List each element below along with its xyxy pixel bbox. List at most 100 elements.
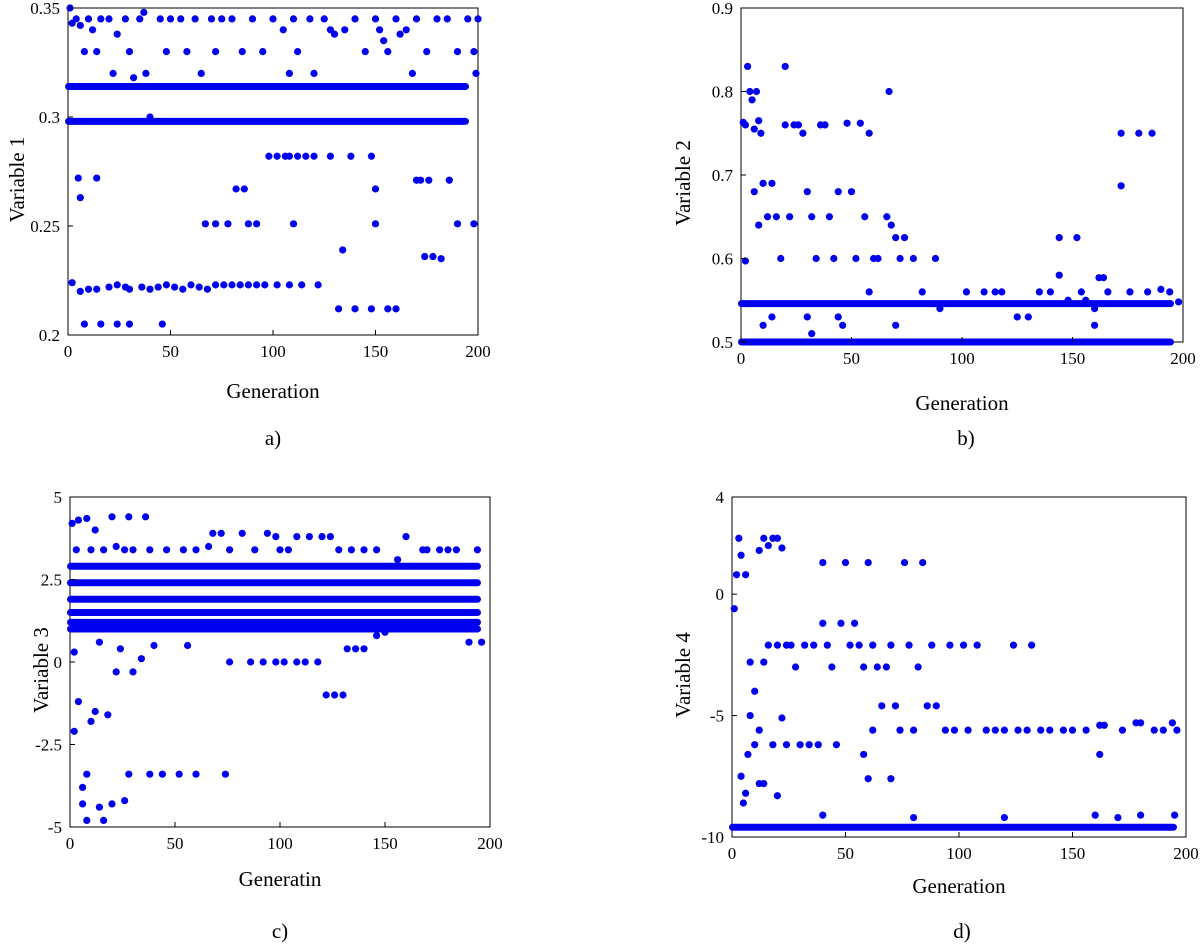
data-point-3-78: [95, 638, 103, 646]
data-point-2-32: [843, 119, 851, 127]
x-tick-label-2-1: 0: [737, 349, 746, 368]
data-point-1-49: [380, 37, 388, 45]
data-point-2-37: [865, 129, 873, 137]
data-point-4-49: [869, 641, 877, 649]
data-point-3-24: [158, 770, 166, 778]
data-point-1-45: [351, 15, 359, 23]
data-point-3-9: [74, 698, 82, 706]
data-point-2-53: [834, 313, 842, 321]
data-point-2-68: [1064, 296, 1072, 304]
data-point-4-29: [782, 741, 791, 749]
data-point-4-61: [923, 702, 931, 710]
data-point-1-59: [453, 48, 462, 56]
data-point-3-79: [116, 645, 124, 653]
data-point-1-128: [425, 176, 433, 184]
data-point-1-115: [335, 305, 343, 313]
data-point-2-28: [821, 121, 829, 129]
data-point-4-6: [746, 658, 754, 666]
data-point-2-71: [1082, 296, 1090, 304]
data-point-1-32: [248, 15, 257, 23]
data-point-3-45: [72, 546, 80, 554]
data-point-3-46: [87, 546, 95, 554]
data-point-4-59: [914, 663, 922, 671]
data-point-1-78: [162, 281, 170, 289]
data-point-3-58: [238, 529, 246, 537]
data-point-3-6: [125, 513, 133, 521]
data-point-1-18: [142, 69, 150, 77]
data-point-1-67: [68, 279, 76, 287]
point-band-2-2: [738, 300, 1174, 308]
data-point-4-44: [846, 641, 854, 649]
data-point-2-58: [962, 288, 971, 296]
data-point-2-66: [1055, 234, 1063, 242]
x-tick-label-3-3: 100: [267, 834, 293, 853]
data-point-4-89: [1168, 719, 1176, 727]
data-point-3-8: [70, 727, 78, 735]
data-point-4-15: [742, 789, 750, 797]
y-tick-label-1-3: 0.3: [39, 108, 60, 127]
data-point-3-10: [79, 783, 87, 792]
data-point-2-54: [839, 321, 847, 329]
data-point-2-22: [794, 121, 803, 129]
data-point-3-2: [74, 516, 82, 524]
data-point-3-1: [68, 519, 76, 528]
data-point-1-24: [183, 48, 191, 56]
data-point-1-6: [84, 15, 93, 23]
data-point-2-67: [1055, 271, 1063, 279]
data-point-1-20: [156, 15, 164, 23]
data-point-1-53: [402, 26, 410, 34]
data-point-4-47: [860, 663, 868, 671]
x-tick-label-4-1: 0: [728, 844, 737, 863]
y-tick-label-1-1: 0.2: [39, 326, 60, 345]
data-point-2-24: [803, 188, 811, 196]
data-point-4-76: [1028, 641, 1036, 649]
data-point-1-108: [273, 152, 281, 160]
plot-frame-4: [731, 496, 1187, 838]
data-point-4-11: [773, 534, 782, 542]
data-point-2-6: [750, 125, 758, 133]
data-point-4-2: [732, 571, 741, 579]
data-point-4-52: [882, 663, 890, 671]
data-point-2-85: [1091, 305, 1099, 313]
data-point-3-5: [108, 513, 116, 521]
data-point-1-52: [396, 30, 404, 38]
data-point-1-31: [238, 48, 246, 56]
data-point-2-43: [892, 234, 900, 242]
data-point-3-88: [473, 546, 481, 554]
data-point-4-42: [837, 619, 845, 627]
data-point-4-62: [928, 641, 936, 649]
point-band-3-3: [67, 595, 481, 603]
data-point-4-50: [873, 663, 881, 671]
data-point-4-69: [973, 641, 981, 649]
data-point-2-74: [1099, 274, 1108, 282]
x-tick-label-4-2: 50: [837, 844, 854, 863]
data-point-2-12: [755, 221, 763, 229]
data-point-2-15: [768, 179, 776, 187]
data-point-1-3: [72, 15, 80, 23]
data-point-4-32: [796, 741, 804, 749]
data-point-2-61: [998, 288, 1006, 296]
data-point-1-50: [384, 48, 392, 56]
data-point-4-92: [887, 775, 895, 783]
data-point-1-129: [445, 176, 453, 184]
data-point-1-44: [341, 26, 349, 34]
data-point-1-40: [310, 69, 318, 77]
y-tick-label-3-1: -5: [48, 818, 62, 837]
data-point-4-74: [1014, 726, 1022, 734]
data-point-1-119: [392, 305, 400, 313]
data-point-4-16: [744, 750, 752, 759]
data-point-1-22: [166, 15, 175, 23]
data-point-4-24: [764, 641, 772, 649]
data-point-1-96: [97, 320, 105, 328]
data-point-4-80: [1068, 726, 1077, 734]
data-point-1-47: [371, 15, 380, 23]
data-point-1-113: [310, 152, 318, 160]
data-point-2-64: [1035, 288, 1043, 296]
data-point-4-81: [1082, 726, 1090, 734]
data-point-1-11: [109, 69, 117, 77]
x-tick-label-1-5: 200: [465, 342, 491, 361]
data-point-4-33: [801, 641, 809, 649]
data-point-1-111: [294, 152, 302, 160]
data-point-2-69: [1073, 234, 1081, 242]
data-point-1-116: [351, 305, 359, 313]
